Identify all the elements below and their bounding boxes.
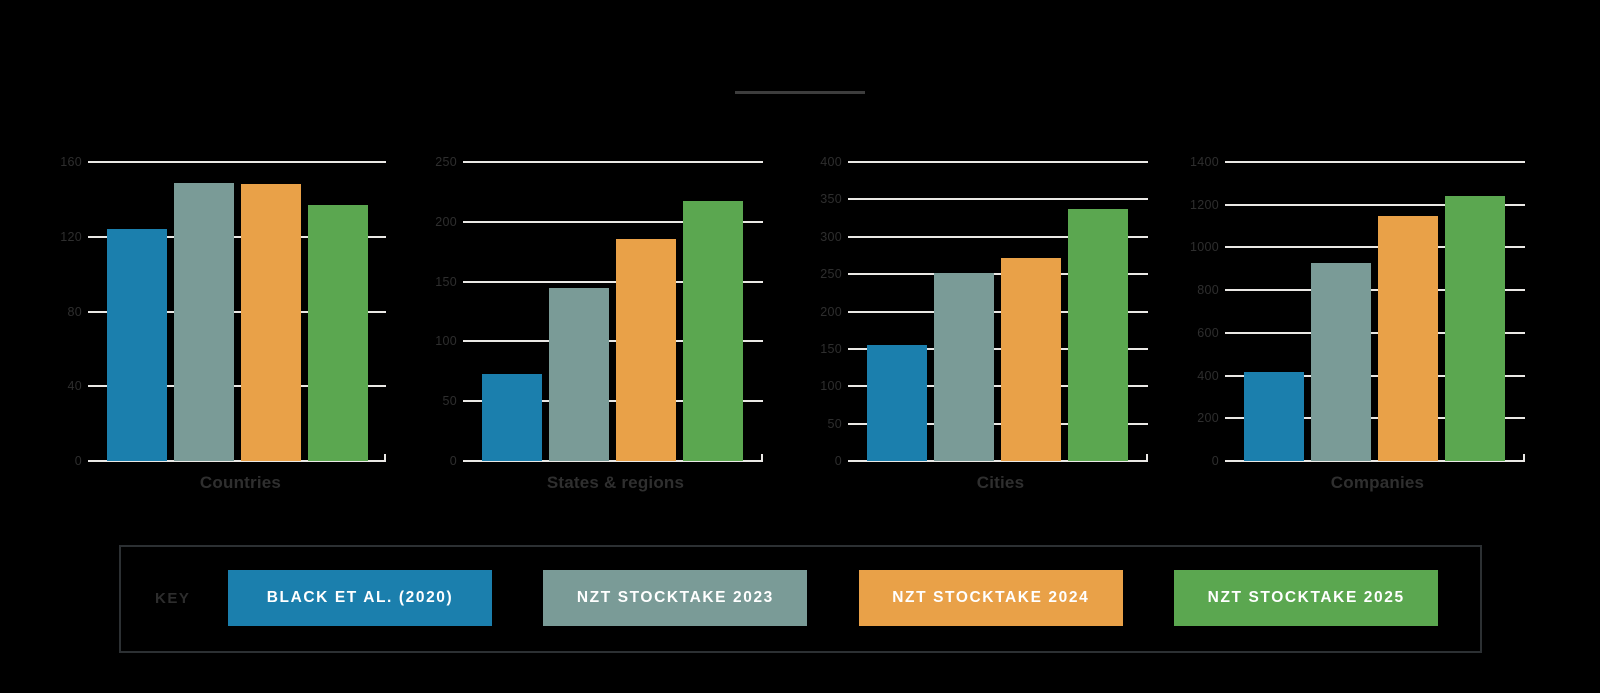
- key-item-nzt-stocktake-2025: NZT STOCKTAKE 2025: [1174, 570, 1439, 626]
- y-tick-label: 800: [1197, 283, 1219, 298]
- gridline: [848, 310, 1148, 313]
- gridline: [88, 161, 386, 163]
- gridline: [463, 400, 763, 403]
- y-tick-label: 120: [60, 229, 82, 244]
- key-item-nzt-stocktake-2024: NZT STOCKTAKE 2024: [858, 570, 1123, 626]
- x-axis-end-tick: [384, 454, 386, 462]
- category-label-cities: Cities: [976, 473, 1025, 492]
- category-label-countries: Countries: [199, 473, 282, 492]
- gridline: [1225, 460, 1525, 462]
- y-tick-label: 0: [449, 454, 457, 468]
- gridline: [1225, 161, 1525, 163]
- y-tick-label: 160: [60, 155, 82, 169]
- bar-cities-nzt-stocktake-2023: [934, 272, 994, 461]
- y-tick-label: 200: [820, 304, 842, 319]
- gridline: [1225, 289, 1525, 292]
- category-label-companies: Companies: [1330, 473, 1425, 492]
- gridline: [463, 161, 763, 163]
- bar-companies-nzt-stocktake-2023: [1311, 262, 1371, 461]
- key-item-nzt-stocktake-2023: NZT STOCKTAKE 2023: [543, 570, 808, 626]
- key-item-black-et-al-2020: BLACK ET AL. (2020): [228, 570, 492, 626]
- y-tick-label: 150: [435, 274, 457, 289]
- y-tick-label: 100: [435, 334, 457, 349]
- title-divider: [735, 91, 865, 94]
- y-tick-label: 200: [1197, 411, 1219, 426]
- gridline: [848, 198, 1148, 201]
- bar-states-regions-nzt-stocktake-2025: [683, 201, 743, 461]
- bar-states-regions-nzt-stocktake-2023: [549, 287, 609, 461]
- gridline: [88, 235, 386, 238]
- y-tick-label: 200: [435, 214, 457, 229]
- gridline: [88, 385, 386, 388]
- gridline: [1225, 374, 1525, 377]
- bar-countries-black-et-al-2020: [107, 229, 167, 461]
- x-axis-end-tick: [1523, 454, 1525, 462]
- bar-companies-nzt-stocktake-2024: [1378, 216, 1438, 461]
- bar-countries-nzt-stocktake-2025: [308, 204, 368, 461]
- gridline: [88, 460, 386, 462]
- bar-companies-black-et-al-2020: [1244, 371, 1304, 461]
- y-tick-label: 0: [74, 454, 82, 468]
- x-axis-end-tick: [761, 454, 763, 462]
- bar-cities-nzt-stocktake-2024: [1001, 258, 1061, 461]
- y-tick-label: 1200: [1189, 197, 1219, 212]
- y-tick-label: 300: [820, 229, 842, 244]
- y-tick-label: 350: [820, 192, 842, 207]
- gridline: [848, 235, 1148, 238]
- y-tick-label: 1400: [1189, 155, 1219, 169]
- y-tick-label: 400: [1197, 368, 1219, 383]
- bar-cities-black-et-al-2020: [867, 345, 927, 461]
- y-tick-label: 600: [1197, 325, 1219, 340]
- y-tick-label: 250: [435, 155, 457, 169]
- y-tick-label: 80: [67, 304, 82, 319]
- y-tick-label: 0: [1211, 454, 1219, 468]
- y-tick-label: 50: [442, 394, 457, 409]
- y-tick-label: 40: [67, 379, 82, 394]
- gridline: [848, 161, 1148, 163]
- gridline: [848, 347, 1148, 350]
- y-tick-label: 1000: [1189, 240, 1219, 255]
- bar-countries-nzt-stocktake-2024: [241, 184, 301, 461]
- bar-countries-nzt-stocktake-2023: [174, 182, 234, 461]
- gridline: [1225, 417, 1525, 420]
- y-tick-label: 50: [827, 416, 842, 431]
- bar-companies-nzt-stocktake-2025: [1445, 195, 1505, 461]
- category-label-states-regions: States & regions: [546, 473, 685, 492]
- bar-cities-nzt-stocktake-2025: [1068, 209, 1128, 461]
- gridline: [463, 280, 763, 283]
- y-tick-label: 250: [820, 267, 842, 282]
- gridline: [463, 460, 763, 462]
- gridline: [1225, 331, 1525, 334]
- gridline: [463, 220, 763, 223]
- bar-states-regions-black-et-al-2020: [482, 373, 542, 461]
- gridline: [463, 340, 763, 343]
- y-tick-label: 0: [834, 454, 842, 468]
- gridline: [848, 460, 1148, 462]
- gridline: [1225, 203, 1525, 206]
- y-tick-label: 400: [820, 155, 842, 169]
- key-box: KEY BLACK ET AL. (2020) NZT STOCKTAKE 202…: [119, 545, 1482, 653]
- gridline: [1225, 246, 1525, 249]
- y-tick-label: 100: [820, 379, 842, 394]
- y-tick-label: 150: [820, 341, 842, 356]
- key-label: KEY: [155, 590, 191, 607]
- gridline: [848, 422, 1148, 425]
- bar-states-regions-nzt-stocktake-2024: [616, 238, 676, 461]
- gridline: [848, 385, 1148, 388]
- x-axis-end-tick: [1146, 454, 1148, 462]
- gridline: [88, 310, 386, 313]
- gridline: [848, 273, 1148, 276]
